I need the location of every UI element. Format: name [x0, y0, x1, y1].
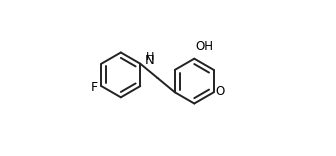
- Text: O: O: [216, 85, 225, 98]
- Text: N: N: [145, 54, 155, 67]
- Text: F: F: [90, 81, 97, 94]
- Text: H: H: [145, 52, 154, 62]
- Text: OH: OH: [196, 40, 214, 53]
